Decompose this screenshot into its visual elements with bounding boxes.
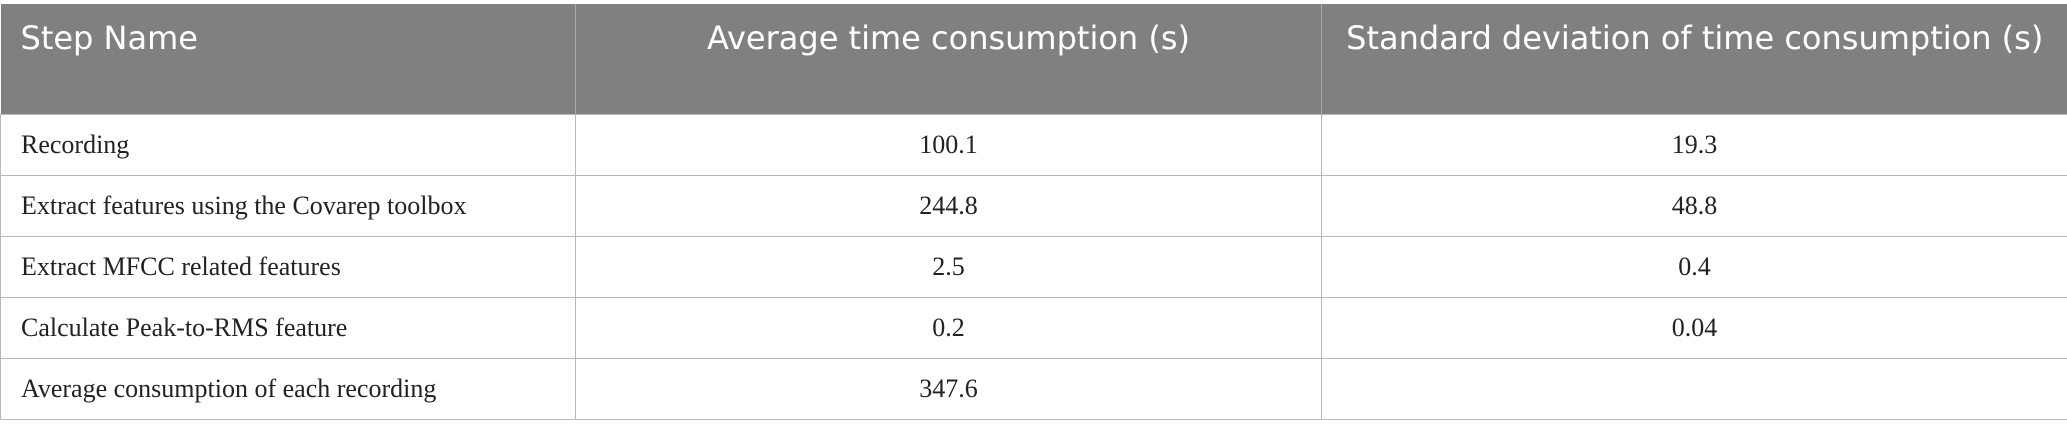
empty-cell [1321,357,2067,420]
table-cell: Recording [0,113,576,176]
header-cell: Standard deviation of time consumption (… [1321,4,2067,114]
table-cell: 0.2 [575,296,1322,359]
table-row: Recording 100.1 19.3 [0,113,2067,176]
table: Step Name Average time consumption (s) Sta… [0,4,2067,420]
table-row: Average consumption of each recording 347… [0,357,2067,420]
table-cell: Extract MFCC related features [0,235,576,298]
table-cell: 244.8 [575,174,1322,237]
header-cell: Step Name [0,4,576,114]
table-cell: 2.5 [575,235,1322,298]
table-cell: 48.8 [1321,174,2067,237]
table-cell: Extract features using the Covarep toolb… [0,174,576,237]
table-row: Extract MFCC related features 2.5 0.4 [0,235,2067,298]
table-cell: 0.4 [1321,235,2067,298]
table-container: Step Name Average time consumption (s) Sta… [0,4,2067,420]
table-row: Calculate Peak-to-RMS feature 0.2 0.04 [0,296,2067,359]
table-row: Extract features using the Covarep toolb… [0,174,2067,237]
table-cell: 19.3 [1321,113,2067,176]
header-cell: Average time consumption (s) [575,4,1322,114]
table-cell: Average consumption of each recording [0,357,576,420]
header-row: Step Name Average time consumption (s) Sta… [0,4,2067,114]
table-body: Recording 100.1 19.3 Extract features using… [0,113,2067,420]
table-cell: 100.1 [575,113,1322,176]
table-cell: 0.04 [1321,296,2067,359]
table-cell: 347.6 [575,357,1322,420]
table-cell: Calculate Peak-to-RMS feature [0,296,576,359]
